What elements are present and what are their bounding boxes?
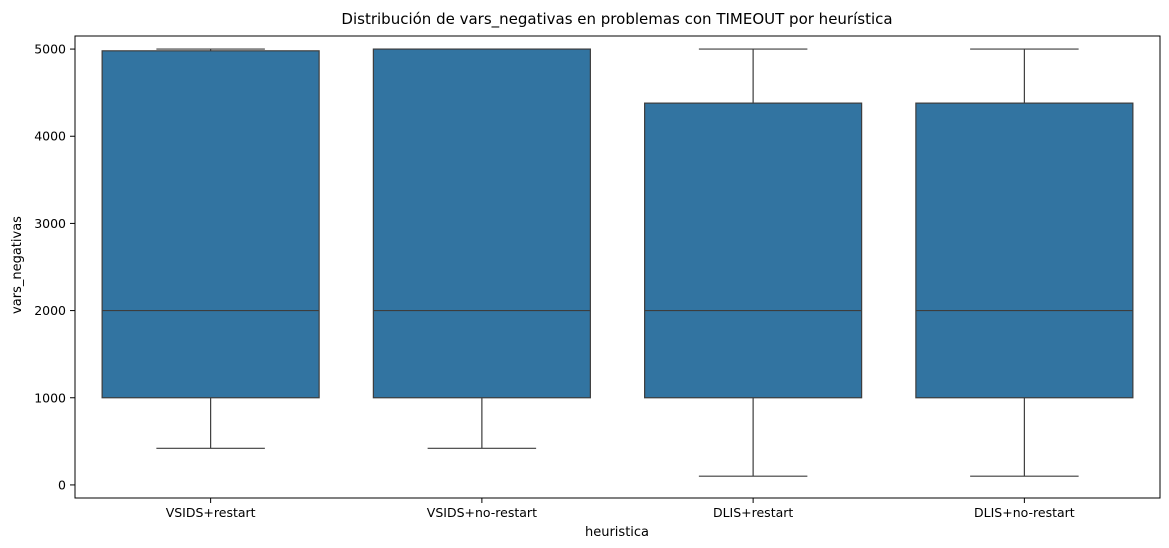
box-VSIDS+restart — [101, 50, 320, 399]
box-DLIS+no-restart — [915, 102, 1134, 399]
box-DLIS+restart — [644, 102, 863, 399]
y-tick-label: 3000 — [34, 216, 66, 231]
x-axis-label: heuristica — [585, 525, 649, 540]
y-tick-label: 5000 — [34, 42, 66, 57]
y-axis-label: vars_negativas — [10, 216, 25, 314]
y-tick-label: 4000 — [34, 129, 66, 144]
y-tick-label: 0 — [58, 477, 66, 492]
plot-frame — [74, 35, 1161, 499]
x-tick-label: DLIS+no-restart — [974, 505, 1075, 520]
chart-title: Distribución de vars_negativas en proble… — [341, 10, 892, 29]
x-tick-label: VSIDS+no-restart — [427, 505, 537, 520]
x-tick-label: DLIS+restart — [713, 505, 793, 520]
box-VSIDS+no-restart — [372, 48, 591, 399]
plot-area: 0 1000 2000 3000 4000 5000 VSIDS+restart VSIDS+… — [34, 35, 1161, 520]
y-tick-label: 1000 — [34, 390, 66, 405]
y-tick-label: 2000 — [34, 303, 66, 318]
x-tick-label: VSIDS+restart — [166, 505, 256, 520]
